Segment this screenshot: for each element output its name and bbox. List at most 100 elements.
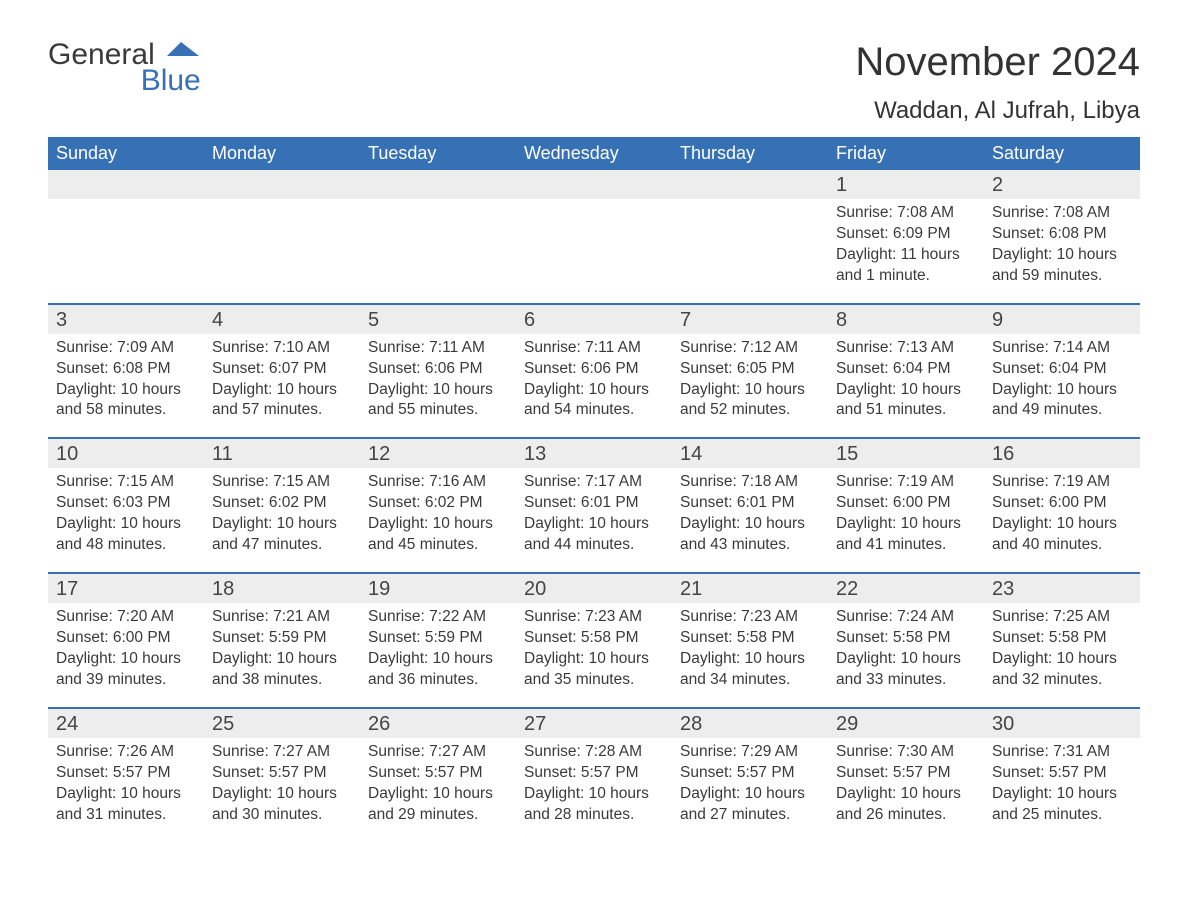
empty-day-cell bbox=[360, 199, 516, 303]
day-number: 28 bbox=[672, 709, 828, 738]
day-number: 21 bbox=[672, 574, 828, 603]
sunset-line: Sunset: 6:00 PM bbox=[992, 493, 1132, 514]
day-cell: Sunrise: 7:17 AMSunset: 6:01 PMDaylight:… bbox=[516, 468, 672, 572]
calendar: SundayMondayTuesdayWednesdayThursdayFrid… bbox=[48, 137, 1140, 841]
sunset-line: Sunset: 5:57 PM bbox=[524, 763, 664, 784]
day-header-cell: Saturday bbox=[984, 137, 1140, 170]
day-cell: Sunrise: 7:23 AMSunset: 5:58 PMDaylight:… bbox=[516, 603, 672, 707]
daylight-line: Daylight: 10 hours and 47 minutes. bbox=[212, 514, 352, 556]
day-header-cell: Sunday bbox=[48, 137, 204, 170]
sunrise-line: Sunrise: 7:22 AM bbox=[368, 607, 508, 628]
day-number-band: 10111213141516 bbox=[48, 439, 1140, 468]
day-cell: Sunrise: 7:21 AMSunset: 5:59 PMDaylight:… bbox=[204, 603, 360, 707]
daylight-line: Daylight: 10 hours and 27 minutes. bbox=[680, 784, 820, 826]
sunset-line: Sunset: 6:07 PM bbox=[212, 359, 352, 380]
daylight-line: Daylight: 10 hours and 43 minutes. bbox=[680, 514, 820, 556]
daylight-line: Daylight: 10 hours and 26 minutes. bbox=[836, 784, 976, 826]
day-number-band: 3456789 bbox=[48, 305, 1140, 334]
sunset-line: Sunset: 5:59 PM bbox=[212, 628, 352, 649]
week-row: 10111213141516Sunrise: 7:15 AMSunset: 6:… bbox=[48, 437, 1140, 572]
daylight-line: Daylight: 10 hours and 30 minutes. bbox=[212, 784, 352, 826]
day-number-band: 17181920212223 bbox=[48, 574, 1140, 603]
daylight-line: Daylight: 10 hours and 59 minutes. bbox=[992, 245, 1132, 287]
sunrise-line: Sunrise: 7:17 AM bbox=[524, 472, 664, 493]
day-header-cell: Tuesday bbox=[360, 137, 516, 170]
sunset-line: Sunset: 5:57 PM bbox=[680, 763, 820, 784]
week-row: 17181920212223Sunrise: 7:20 AMSunset: 6:… bbox=[48, 572, 1140, 707]
sunrise-line: Sunrise: 7:10 AM bbox=[212, 338, 352, 359]
day-cell: Sunrise: 7:13 AMSunset: 6:04 PMDaylight:… bbox=[828, 334, 984, 438]
sunrise-line: Sunrise: 7:12 AM bbox=[680, 338, 820, 359]
logo: General Blue bbox=[48, 40, 201, 98]
day-number: 20 bbox=[516, 574, 672, 603]
weeks-container: 12Sunrise: 7:08 AMSunset: 6:09 PMDayligh… bbox=[48, 170, 1140, 841]
day-cell: Sunrise: 7:15 AMSunset: 6:03 PMDaylight:… bbox=[48, 468, 204, 572]
sunset-line: Sunset: 6:03 PM bbox=[56, 493, 196, 514]
day-cell: Sunrise: 7:19 AMSunset: 6:00 PMDaylight:… bbox=[828, 468, 984, 572]
sunrise-line: Sunrise: 7:19 AM bbox=[992, 472, 1132, 493]
sunset-line: Sunset: 5:59 PM bbox=[368, 628, 508, 649]
day-number: 30 bbox=[984, 709, 1140, 738]
day-cell: Sunrise: 7:24 AMSunset: 5:58 PMDaylight:… bbox=[828, 603, 984, 707]
day-header-row: SundayMondayTuesdayWednesdayThursdayFrid… bbox=[48, 137, 1140, 170]
logo-triangle2-icon bbox=[181, 42, 199, 56]
location: Waddan, Al Jufrah, Libya bbox=[855, 97, 1140, 125]
week-row: 12Sunrise: 7:08 AMSunset: 6:09 PMDayligh… bbox=[48, 170, 1140, 303]
title-block: November 2024 Waddan, Al Jufrah, Libya bbox=[855, 40, 1140, 125]
day-body-row: Sunrise: 7:09 AMSunset: 6:08 PMDaylight:… bbox=[48, 334, 1140, 438]
day-number: 24 bbox=[48, 709, 204, 738]
day-cell: Sunrise: 7:08 AMSunset: 6:08 PMDaylight:… bbox=[984, 199, 1140, 303]
empty-day-cell bbox=[48, 199, 204, 303]
daylight-line: Daylight: 10 hours and 45 minutes. bbox=[368, 514, 508, 556]
day-cell: Sunrise: 7:26 AMSunset: 5:57 PMDaylight:… bbox=[48, 738, 204, 842]
sunset-line: Sunset: 5:57 PM bbox=[212, 763, 352, 784]
sunset-line: Sunset: 6:08 PM bbox=[56, 359, 196, 380]
day-cell: Sunrise: 7:27 AMSunset: 5:57 PMDaylight:… bbox=[360, 738, 516, 842]
day-cell: Sunrise: 7:08 AMSunset: 6:09 PMDaylight:… bbox=[828, 199, 984, 303]
sunrise-line: Sunrise: 7:15 AM bbox=[56, 472, 196, 493]
day-number: 25 bbox=[204, 709, 360, 738]
sunrise-line: Sunrise: 7:14 AM bbox=[992, 338, 1132, 359]
day-cell: Sunrise: 7:23 AMSunset: 5:58 PMDaylight:… bbox=[672, 603, 828, 707]
day-cell: Sunrise: 7:11 AMSunset: 6:06 PMDaylight:… bbox=[516, 334, 672, 438]
day-cell: Sunrise: 7:14 AMSunset: 6:04 PMDaylight:… bbox=[984, 334, 1140, 438]
day-header-cell: Thursday bbox=[672, 137, 828, 170]
sunset-line: Sunset: 6:08 PM bbox=[992, 224, 1132, 245]
daylight-line: Daylight: 10 hours and 58 minutes. bbox=[56, 380, 196, 422]
day-number: 3 bbox=[48, 305, 204, 334]
sunrise-line: Sunrise: 7:13 AM bbox=[836, 338, 976, 359]
daylight-line: Daylight: 10 hours and 33 minutes. bbox=[836, 649, 976, 691]
day-body-row: Sunrise: 7:15 AMSunset: 6:03 PMDaylight:… bbox=[48, 468, 1140, 572]
day-cell: Sunrise: 7:29 AMSunset: 5:57 PMDaylight:… bbox=[672, 738, 828, 842]
empty-day-cell bbox=[204, 199, 360, 303]
daylight-line: Daylight: 10 hours and 32 minutes. bbox=[992, 649, 1132, 691]
day-number: 9 bbox=[984, 305, 1140, 334]
day-number: 27 bbox=[516, 709, 672, 738]
daylight-line: Daylight: 10 hours and 39 minutes. bbox=[56, 649, 196, 691]
day-number: 1 bbox=[828, 170, 984, 199]
sunrise-line: Sunrise: 7:09 AM bbox=[56, 338, 196, 359]
sunset-line: Sunset: 6:02 PM bbox=[212, 493, 352, 514]
daylight-line: Daylight: 10 hours and 51 minutes. bbox=[836, 380, 976, 422]
month-title: November 2024 bbox=[855, 40, 1140, 85]
empty-day-cell bbox=[516, 199, 672, 303]
sunset-line: Sunset: 6:01 PM bbox=[524, 493, 664, 514]
sunset-line: Sunset: 5:57 PM bbox=[368, 763, 508, 784]
day-number: 16 bbox=[984, 439, 1140, 468]
day-number: 8 bbox=[828, 305, 984, 334]
sunset-line: Sunset: 5:58 PM bbox=[680, 628, 820, 649]
sunset-line: Sunset: 6:04 PM bbox=[836, 359, 976, 380]
sunrise-line: Sunrise: 7:15 AM bbox=[212, 472, 352, 493]
day-cell: Sunrise: 7:22 AMSunset: 5:59 PMDaylight:… bbox=[360, 603, 516, 707]
day-number: 13 bbox=[516, 439, 672, 468]
daylight-line: Daylight: 10 hours and 34 minutes. bbox=[680, 649, 820, 691]
sunset-line: Sunset: 6:05 PM bbox=[680, 359, 820, 380]
day-number: 10 bbox=[48, 439, 204, 468]
sunrise-line: Sunrise: 7:11 AM bbox=[524, 338, 664, 359]
day-cell: Sunrise: 7:10 AMSunset: 6:07 PMDaylight:… bbox=[204, 334, 360, 438]
day-header-cell: Friday bbox=[828, 137, 984, 170]
sunset-line: Sunset: 5:58 PM bbox=[836, 628, 976, 649]
daylight-line: Daylight: 10 hours and 48 minutes. bbox=[56, 514, 196, 556]
day-number: 17 bbox=[48, 574, 204, 603]
daylight-line: Daylight: 10 hours and 44 minutes. bbox=[524, 514, 664, 556]
